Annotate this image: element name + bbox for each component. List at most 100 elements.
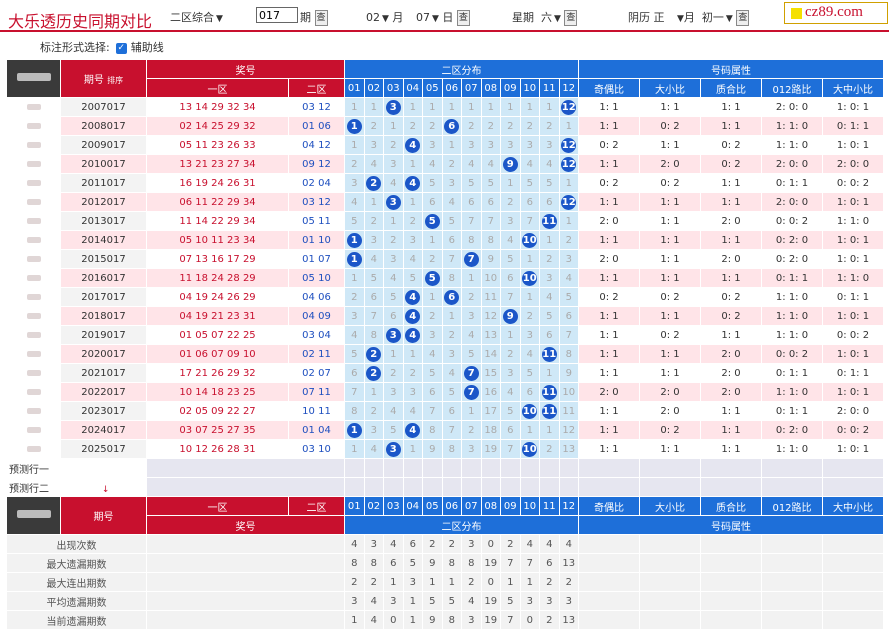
dist-cell: 9 [500,306,521,326]
prediction-dist-cell[interactable] [500,477,521,497]
attr-cell: 2: 0 [639,401,701,421]
stats-empty [146,591,345,611]
query-button[interactable]: 查 [736,10,750,26]
prediction-attr-cell [639,458,701,478]
prediction-dist-cell[interactable] [344,477,365,497]
prediction-dist-cell[interactable] [500,458,521,478]
stats-empty [700,553,762,573]
dist-cell: 12 [558,97,579,117]
dist-col-header: 08 [480,496,501,516]
issue-cell: 2013017 [60,211,147,231]
prediction-row[interactable]: 预测行一 [6,458,884,478]
prediction-dist-cell[interactable] [519,458,540,478]
stats-empty [639,610,701,630]
query-button[interactable]: 查 [456,10,470,26]
prediction-dist-cell[interactable] [461,477,482,497]
attr-cell: 1: 1: 0 [761,287,823,307]
dist-cell: 3 [363,420,384,440]
dist-cell: 6 [344,363,365,383]
lunar-month-suffix: 月 [683,11,695,24]
prediction-input[interactable] [146,477,345,497]
dist-cell: 6 [441,230,462,250]
prediction-dist-cell[interactable] [344,458,365,478]
prediction-dist-cell[interactable] [558,458,579,478]
hit-ball: 7 [463,365,479,381]
dist-cell: 3 [383,192,404,212]
attr-cell: 2: 0 [578,211,640,231]
day-select[interactable]: 07 ▼ 日 查 [416,9,470,26]
prediction-dist-cell[interactable] [461,458,482,478]
dist-cell: 5 [422,211,443,231]
prediction-dist-cell[interactable] [383,477,404,497]
dist-cell: 2 [558,230,579,250]
dist-cell: 9 [480,249,501,269]
prediction-input[interactable] [146,458,345,478]
query-button[interactable]: 查 [314,10,328,26]
arrow-down-icon[interactable]: ↓ [99,484,110,495]
attr-cell: 1: 0: 1 [822,192,884,212]
prediction-dist-cell[interactable] [441,458,462,478]
prediction-dist-cell[interactable] [539,458,560,478]
dist-cell: 3 [402,382,423,402]
hit-ball: 11 [541,346,557,362]
hit-ball: 3 [385,99,401,115]
prediction-dist-cell[interactable] [363,477,384,497]
prediction-dist-cell[interactable] [539,477,560,497]
prediction-dist-cell[interactable] [480,458,501,478]
prediction-dist-cell[interactable] [519,477,540,497]
prediction-dist-cell[interactable] [558,477,579,497]
issue-input[interactable] [256,7,298,23]
weekday-select[interactable]: 星期 六 ▼ 查 [512,9,578,26]
prediction-dist-cell[interactable] [402,458,423,478]
attr-cell: 2: 0: 0 [822,401,884,421]
attr-col-header: 奇偶比 [578,496,640,516]
blurred-text [26,407,41,414]
attr-cell: 0: 2: 0 [761,420,823,440]
dist-cell: 4 [383,268,404,288]
dist-cell: 16 [480,382,501,402]
zone1-cell: 11 14 22 29 34 [146,211,289,231]
checkbox-checked-icon[interactable]: ✓ [115,42,127,54]
stats-value: 8 [344,553,365,573]
dist-cell: 5 [480,173,501,193]
issue-cell: 2010017 [60,154,147,174]
dist-cell: 4 [363,439,384,459]
prediction-dist-cell[interactable] [480,477,501,497]
obscured-cell [6,192,61,212]
issue-header[interactable]: 期号 排序 [60,59,147,98]
stats-value: 3 [402,572,423,592]
obscured-cell [6,382,61,402]
stats-value: 8 [441,610,462,630]
lunar-select[interactable]: 阴历 正 ▼月 初一 ▼ 查 [628,9,750,26]
query-button[interactable]: 查 [564,10,578,26]
dist-cell: 1 [383,344,404,364]
dist-cell: 7 [344,382,365,402]
prediction-row[interactable]: 预测行二 ↓ [6,477,884,497]
issue-cell: 2008017 [60,116,147,136]
sort-label[interactable]: 排序 [107,76,124,85]
prediction-dist-cell[interactable] [422,477,443,497]
stats-value: 1 [402,610,423,630]
prediction-dist-cell[interactable] [441,477,462,497]
attr-col-header: 012路比 [761,78,823,98]
attr-cell: 0: 0: 2 [822,173,884,193]
chevron-down-icon: ▼ [382,14,389,24]
attr-cell: 0: 0: 2 [822,325,884,345]
hit-ball: 7 [463,251,479,267]
dist-cell: 4 [539,154,560,174]
site-logo[interactable]: cz89.com [784,2,888,24]
dist-cell: 3 [558,249,579,269]
table-row: 2018017 04 19 21 23 31 04 09 3 7 6 4 2 1 3 12 9 2 5 6 1… [6,306,884,326]
prediction-dist-cell[interactable] [383,458,404,478]
prediction-dist-cell[interactable] [363,458,384,478]
zone2-cell: 03 10 [288,439,345,459]
dist-cell: 1 [422,287,443,307]
month-suffix: 月 [392,11,404,24]
dist-cell: 2 [519,306,540,326]
dist-cell: 6 [441,116,462,136]
table-row: 2007017 13 14 29 32 34 03 12 1 1 3 1 1 1 1 1 1 1 1 12 1… [6,97,884,117]
prediction-dist-cell[interactable] [422,458,443,478]
prediction-dist-cell[interactable] [402,477,423,497]
month-select[interactable]: 02 ▼ 月 [366,9,403,25]
mode-select[interactable]: 二区综合 ▼ [170,9,223,25]
